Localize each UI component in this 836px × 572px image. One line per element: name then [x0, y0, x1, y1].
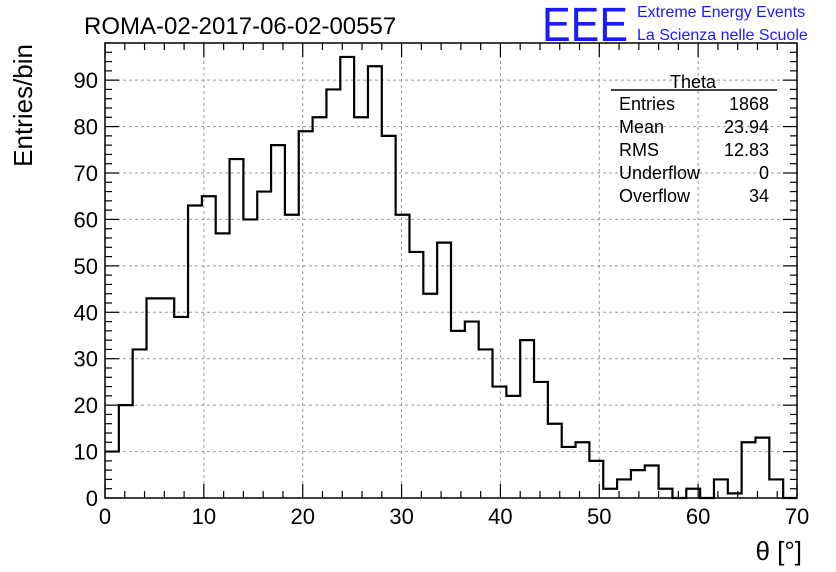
stats-row-value: 12.83 [724, 140, 769, 160]
stats-row-label: Overflow [619, 186, 691, 206]
stats-row-label: RMS [619, 140, 659, 160]
x-axis-label: θ [°] [755, 536, 802, 566]
y-tick-label: 70 [74, 161, 98, 186]
y-tick-label: 10 [74, 440, 98, 465]
x-tick-labels: 0 10 20 30 40 50 60 70 [99, 504, 809, 529]
y-tick-label: 90 [74, 68, 98, 93]
histogram-line [105, 55, 797, 500]
x-tick-label: 60 [686, 504, 710, 529]
logo-line1: Extreme Energy Events [637, 4, 805, 21]
y-tick-label: 30 [74, 347, 98, 372]
stats-box: Theta Entries 1868 Mean 23.94 RMS 12.83 Underf… [611, 72, 777, 206]
stats-row-label: Entries [619, 94, 675, 114]
y-tick-label: 20 [74, 393, 98, 418]
x-tick-label: 0 [99, 504, 111, 529]
x-tick-label: 70 [785, 504, 809, 529]
y-tick-label: 0 [86, 486, 98, 511]
stats-row-value: 23.94 [724, 117, 769, 137]
y-tick-label: 60 [74, 207, 98, 232]
chart-title: ROMA-02-2017-06-02-00557 [84, 13, 396, 40]
logo-line2: La Scienza nelle Scuole [637, 27, 808, 44]
stats-row-value: 0 [759, 163, 769, 183]
x-tick-label: 30 [389, 504, 413, 529]
y-axis-label: Entries/bin [8, 44, 38, 167]
x-tick-label: 40 [488, 504, 512, 529]
logo-mark: EEE [542, 0, 628, 52]
eee-logo: EEE Extreme Energy Events La Scienza nel… [542, 0, 808, 52]
grid-lines [105, 43, 797, 498]
stats-row-label: Underflow [619, 163, 701, 183]
y-tick-label: 40 [74, 300, 98, 325]
x-tick-label: 50 [587, 504, 611, 529]
y-tick-label: 80 [74, 115, 98, 140]
x-tick-label: 10 [192, 504, 216, 529]
stats-row-value: 34 [749, 186, 769, 206]
x-tick-label: 20 [290, 504, 314, 529]
y-tick-label: 50 [74, 254, 98, 279]
y-tick-labels: 0 10 20 30 40 50 60 70 80 90 [74, 68, 98, 511]
stats-row-value: 1868 [729, 94, 769, 114]
axis-ticks [104, 42, 798, 499]
stats-row-label: Mean [619, 117, 664, 137]
plot-frame [104, 42, 798, 499]
stats-title: Theta [670, 72, 717, 92]
